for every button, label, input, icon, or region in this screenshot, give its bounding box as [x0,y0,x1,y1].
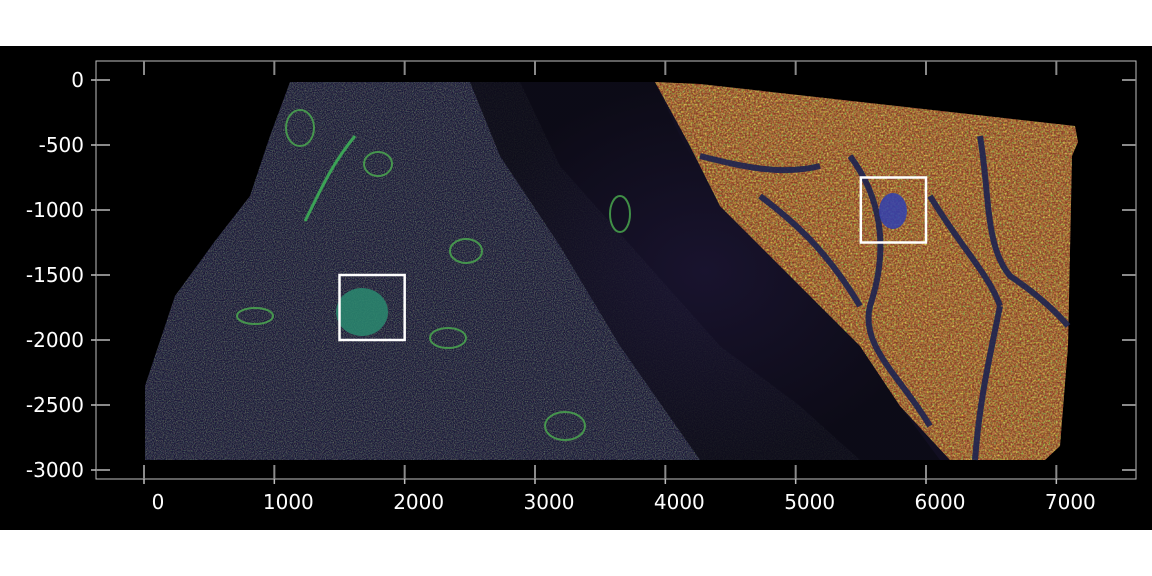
y-tick-label: -2000 [26,328,84,352]
y-tick-label: -3000 [26,458,84,482]
y-tick: 0 [71,68,1136,92]
roi-box-1 [338,273,406,342]
x-tick: 4000 [654,61,705,514]
x-tick: 2000 [393,61,444,514]
gland-structures [236,109,631,441]
x-tick: 1000 [263,61,314,514]
y-tick-label: -2500 [26,393,84,417]
y-tick: -1500 [26,263,1136,287]
y-tick: -2000 [26,328,1136,352]
y-tick-label: -1000 [26,198,84,222]
x-tick-label: 0 [152,490,165,514]
y-tick: -2500 [26,393,1136,417]
y-tick-label: -1500 [26,263,84,287]
axes: 0 1000 2000 3000 4000 5000 6000 7000 0 -500 -1000 -… [26,60,1137,514]
vessel-structure [303,135,357,222]
y-tick-label: 0 [71,68,84,92]
x-tick: 0 [143,61,165,514]
x-tick-label: 2000 [393,490,444,514]
lobule-septa [699,135,1071,461]
roi-feature-left [336,288,388,336]
axes-frame [95,60,1137,480]
x-tick: 3000 [524,61,575,514]
x-tick-label: 5000 [784,490,835,514]
y-tick: -1000 [26,198,1136,222]
stroma-region [470,82,940,460]
x-tick-label: 3000 [524,490,575,514]
x-tick: 6000 [915,61,966,514]
roi-box-2 [859,176,928,244]
x-tick-label: 4000 [654,490,705,514]
x-tick-label: 7000 [1045,490,1096,514]
y-tick: -500 [39,133,1136,157]
x-tick-label: 6000 [915,490,966,514]
tissue-image-plot: 0 1000 2000 3000 4000 5000 6000 7000 0 -500 -1000 -… [26,60,1137,514]
x-tick-label: 1000 [263,490,314,514]
tissue-image [145,82,1078,461]
right-tissue-texture [655,82,1078,460]
figure-panel: 0 1000 2000 3000 4000 5000 6000 7000 0 -500 -1000 -… [0,46,1152,530]
x-tick: 7000 [1045,61,1096,514]
roi-feature-right [879,193,907,229]
x-tick: 5000 [784,61,835,514]
y-tick: -3000 [26,458,1136,482]
roi-boxes [338,176,928,342]
y-tick-label: -500 [39,133,84,157]
